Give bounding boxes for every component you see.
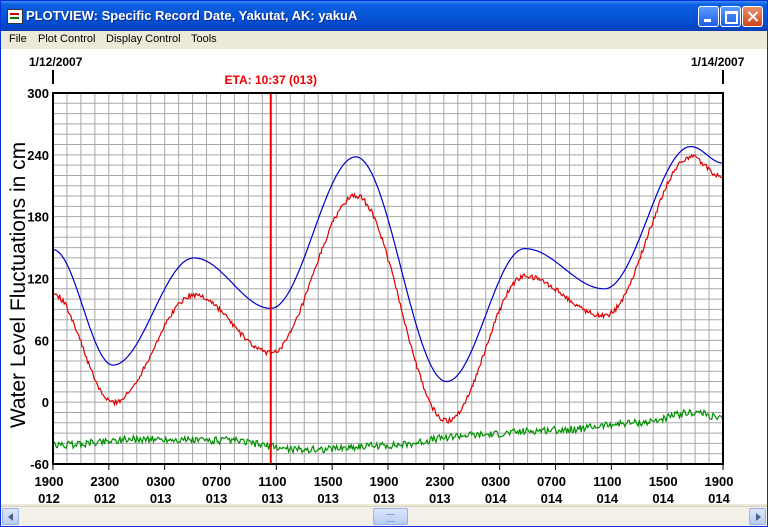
- x-tick-time: 1100: [258, 474, 286, 489]
- x-tick-day: 013: [429, 491, 451, 504]
- y-tick-label: 300: [27, 86, 49, 101]
- y-tick-label: 60: [35, 333, 49, 348]
- plot-series: [52, 93, 724, 464]
- x-tick-time: 1900: [705, 474, 734, 489]
- app-icon: [7, 9, 23, 24]
- x-tick-day: 012: [94, 491, 116, 504]
- eta-label: ETA: 10:37 (013): [225, 73, 317, 87]
- x-tick-time: 1500: [314, 474, 343, 489]
- y-tick-label: 0: [42, 395, 49, 410]
- y-axis-label: Water Level Fluctuations in cm: [7, 142, 30, 428]
- x-tick-day: 013: [150, 491, 172, 504]
- y-tick-label: 240: [27, 148, 49, 163]
- menu-bar: File Plot Control Display Control Tools: [1, 31, 767, 49]
- title-bar[interactable]: PLOTVIEW: Specific Record Date, Yakutat,…: [1, 1, 767, 31]
- y-axis-ticks: 300 240 180 120 60 0 -60: [27, 86, 49, 472]
- series-line-residual: [52, 408, 724, 455]
- close-icon[interactable]: [742, 6, 763, 27]
- scroll-right-icon[interactable]: [749, 508, 766, 525]
- x-tick-time: 1500: [649, 474, 678, 489]
- menu-plot-control[interactable]: Plot Control: [38, 33, 96, 45]
- x-tick-day: 013: [261, 491, 283, 504]
- x-tick-time: 2300: [90, 474, 119, 489]
- x-tick-day: 013: [373, 491, 395, 504]
- end-date-label: 1/14/2007: [691, 55, 745, 69]
- x-tick-time: 0300: [146, 474, 175, 489]
- menu-tools[interactable]: Tools: [191, 33, 217, 45]
- series-line-predicted: [52, 146, 724, 383]
- horizontal-scrollbar[interactable]: [1, 506, 767, 526]
- x-tick-time: 0300: [481, 474, 510, 489]
- x-tick-day: 014: [708, 491, 730, 504]
- maximize-icon[interactable]: [720, 6, 741, 27]
- x-tick-time: 2300: [425, 474, 454, 489]
- x-tick-day: 014: [541, 491, 563, 504]
- x-tick-day: 014: [596, 491, 618, 504]
- minimize-icon[interactable]: [698, 6, 719, 27]
- x-tick-day: 014: [485, 491, 507, 504]
- window-title: PLOTVIEW: Specific Record Date, Yakutat,…: [26, 8, 358, 23]
- x-tick-day: 013: [206, 491, 228, 504]
- series-line-observed: [52, 153, 724, 424]
- y-tick-label: 180: [27, 210, 49, 225]
- menu-file[interactable]: File: [9, 33, 27, 45]
- y-tick-label: 120: [27, 272, 49, 287]
- x-tick-time: 0700: [537, 474, 566, 489]
- scroll-left-icon[interactable]: [2, 508, 19, 525]
- x-tick-day: 013: [317, 491, 339, 504]
- scroll-thumb[interactable]: [373, 508, 408, 525]
- x-tick-time: 1100: [593, 474, 621, 489]
- x-tick-day: 012: [38, 491, 60, 504]
- plot-area[interactable]: 300 240 180 120 60 0 -60 1900 012 2300 012 0300 013…: [1, 49, 767, 506]
- x-tick-time: 1900: [35, 474, 64, 489]
- x-axis-ticks: 1900 012 2300 012 0300 013 0700 013 1100 013 1500 0…: [35, 464, 734, 506]
- plot-grid: [53, 93, 723, 464]
- x-tick-day: 014: [652, 491, 674, 504]
- start-date-label: 1/12/2007: [29, 55, 83, 69]
- menu-display-control[interactable]: Display Control: [106, 33, 181, 45]
- water-level-chart[interactable]: 300 240 180 120 60 0 -60 1900 012 2300 012 0300 013…: [1, 49, 767, 506]
- x-tick-time: 0700: [202, 474, 231, 489]
- x-tick-time: 1900: [370, 474, 399, 489]
- y-tick-label: -60: [30, 457, 49, 472]
